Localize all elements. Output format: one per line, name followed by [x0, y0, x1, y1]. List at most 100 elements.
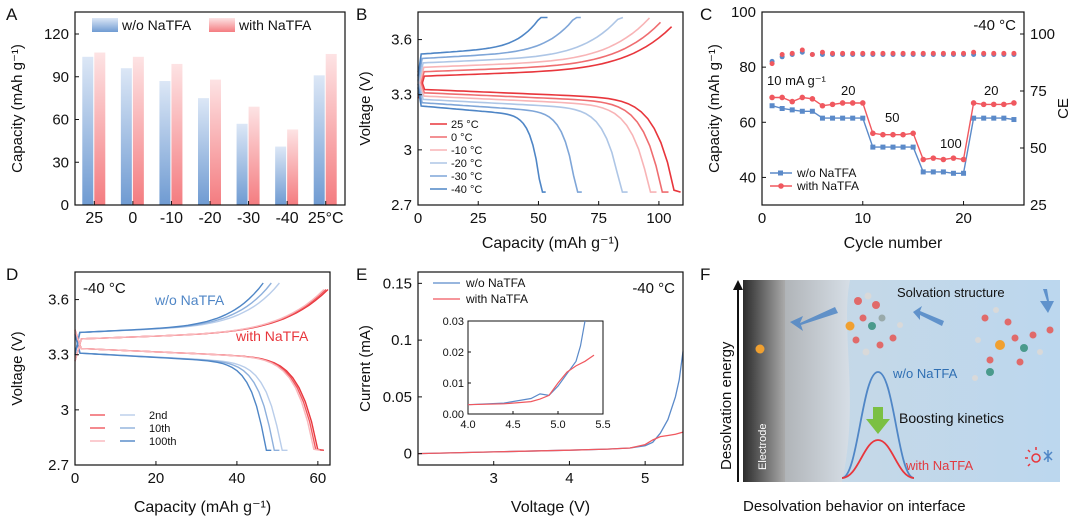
bar-wo-natfa: [82, 56, 94, 205]
electrode-block: [743, 280, 785, 482]
green-down-arrow-icon: [866, 407, 890, 434]
panel-a-xtick-label: 0: [128, 210, 137, 227]
charge-curve: [417, 16, 624, 86]
ce-point: [799, 47, 805, 53]
discharge-curve: [417, 80, 628, 193]
temperature-annotation: -40 °C: [632, 280, 675, 297]
capacity-point: [769, 94, 775, 101]
legend-label: 25 °C: [451, 119, 479, 131]
capacity-point: [799, 94, 806, 101]
panel-a-ytick-label: 90: [52, 69, 69, 86]
panel-b-xlabel: Capacity (mAh g⁻¹): [482, 235, 619, 252]
panel-e-lsv-chart: 0 0.05 0.1 0.15 3 4 5 Current (mA) Voltage (V) -4…: [357, 271, 684, 516]
panel-letter-c: C: [700, 5, 712, 24]
legend-marker: [778, 170, 783, 176]
panel-d-ylabel: Voltage (V): [9, 331, 26, 405]
capacity-point: [950, 170, 956, 176]
sun-snowflake-icon: [1025, 447, 1053, 467]
panel-e-xlabel: Voltage (V): [511, 499, 590, 516]
capacity-point: [880, 144, 886, 150]
capacity-point: [971, 115, 977, 121]
capacity-point: [991, 115, 997, 121]
bar-wo-natfa: [236, 123, 248, 205]
legend-label: with NaTFA: [465, 292, 528, 306]
ce-point: [890, 50, 896, 56]
energy-barrier-wo: [841, 371, 915, 479]
capacity-point: [829, 101, 836, 108]
bar-wo-natfa: [120, 68, 132, 205]
panel-letter-d: D: [6, 265, 18, 284]
capacity-point: [839, 100, 846, 106]
legend-swatch: [92, 18, 118, 32]
capacity-point: [900, 131, 906, 138]
charge-curve: [417, 17, 651, 90]
legend-label: -40 °C: [451, 184, 482, 196]
inset-ytick-label: 0.01: [443, 378, 464, 390]
panel-a-ytick-label: 120: [44, 26, 69, 43]
panel-b-plot-frame: [417, 11, 684, 206]
discharge-curve: [74, 329, 323, 451]
discharge-curve: [74, 334, 280, 451]
panel-a-xtick-label: 25°C: [308, 210, 344, 227]
panel-c-right-ytick-label: 50: [1030, 140, 1047, 157]
capacity-point: [860, 115, 866, 121]
capacity-point: [819, 102, 826, 109]
panel-a-bar-chart: 0 30 60 90 120 25 0 -10 -20 -30 -40 25°C Capacity (m…: [9, 11, 346, 227]
ce-point: [1011, 50, 1017, 56]
legend-label: 0 °C: [451, 132, 473, 144]
wo-natfa-label: w/o NaTFA: [892, 366, 958, 381]
capacity-point: [960, 156, 967, 163]
bar-wo-natfa: [313, 75, 325, 205]
legend-label: w/o NaTFA: [465, 276, 525, 290]
ce-point: [961, 50, 967, 56]
panel-c-ytick-label: 80: [739, 59, 756, 76]
capacity-point: [849, 100, 856, 106]
bar-with-natfa: [171, 63, 183, 205]
panel-d-xtick-label: 20: [148, 470, 165, 487]
ce-point: [809, 52, 815, 58]
panel-e-ytick-label: 0.1: [391, 332, 412, 349]
panel-c-ylabel: Capacity (mAh g⁻¹): [706, 44, 723, 173]
series-label-wo: w/o NaTFA: [154, 292, 225, 308]
panel-b-xtick-label: 100: [646, 210, 671, 227]
panel-b-ytick-label: 2.7: [391, 197, 412, 214]
panel-e-xtick-label: 4: [565, 470, 573, 487]
capacity-point: [890, 131, 896, 138]
panel-d-xtick-label: 40: [229, 470, 246, 487]
charge-curve: [74, 282, 264, 355]
discharge-curve: [74, 334, 272, 451]
ce-point: [950, 50, 956, 56]
ce-point: [940, 50, 946, 56]
bar-with-natfa: [248, 106, 260, 205]
capacity-point: [809, 96, 816, 102]
panel-c-ytick-label: 40: [739, 169, 756, 186]
inset-frame: [467, 320, 604, 415]
temperature-annotation: -40 °C: [83, 280, 126, 297]
ce-point: [981, 50, 987, 56]
panel-c-ytick-label: 60: [739, 114, 756, 131]
panel-e-xtick-label: 3: [490, 470, 498, 487]
panel-a-xtick-label: -30: [237, 210, 260, 227]
charge-curve: [74, 288, 325, 362]
panel-a-xtick-label: -40: [276, 210, 299, 227]
bar-with-natfa: [132, 56, 144, 205]
ce-point: [830, 50, 836, 56]
rate-label: 20: [841, 83, 855, 98]
panel-b-ytick-label: 3.6: [391, 32, 412, 49]
capacity-point: [789, 107, 795, 113]
series-label-with: with NaTFA: [235, 328, 309, 344]
capacity-point: [859, 100, 866, 106]
capacity-point: [870, 130, 876, 137]
panel-a-ytick-label: 0: [61, 197, 69, 214]
discharge-curve: [417, 70, 681, 193]
capacity-point: [920, 156, 927, 163]
boosting-kinetics-label: Boosting kinetics: [899, 410, 1004, 426]
panel-c-right-ytick-label: 25: [1030, 197, 1047, 214]
panel-d-xtick-label: 60: [310, 470, 327, 487]
capacity-point: [910, 144, 916, 150]
capacity-point: [990, 101, 997, 108]
ce-point: [819, 49, 825, 55]
capacity-point: [1001, 115, 1007, 121]
legend-label: 10th: [149, 423, 170, 435]
